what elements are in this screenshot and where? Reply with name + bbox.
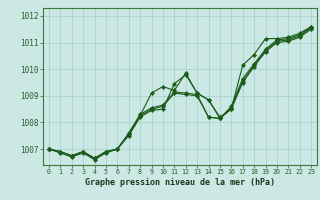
X-axis label: Graphe pression niveau de la mer (hPa): Graphe pression niveau de la mer (hPa) <box>85 178 275 187</box>
